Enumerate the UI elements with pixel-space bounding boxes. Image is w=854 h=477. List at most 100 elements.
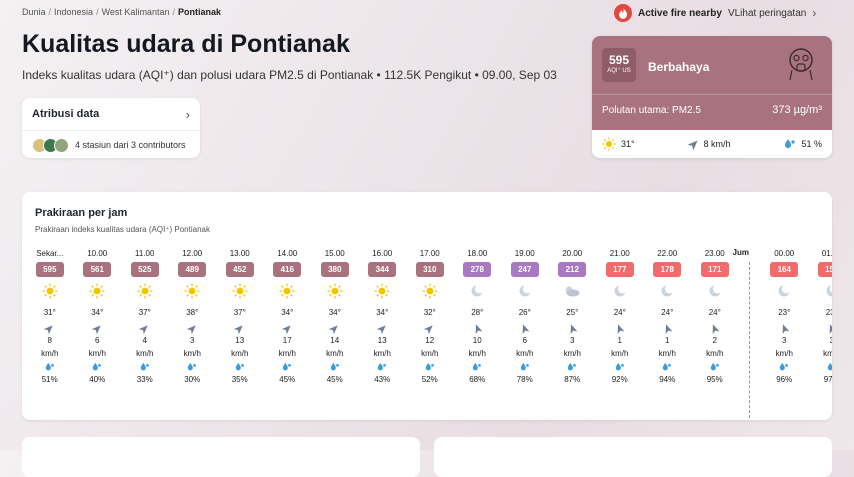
hour-humidity: 43% [374,375,391,384]
hour-column: 19.00 247 26° 6 km/h 78% [501,248,549,387]
wind-arrow-icon [329,321,339,335]
hourly-forecast-card: Prakiraan per jam Prakiraan indeks kuali… [22,192,832,420]
wind-arrow-icon [780,321,790,335]
hour-column: 18.00 278 28° 10 km/h 68% [454,248,502,387]
hour-column: 20.00 212 25° 3 km/h 87% [549,248,597,387]
hour-time: 18.00 [467,249,488,258]
hour-column: Sekar... 595 31° 8 km/h 51% [26,248,74,387]
aqi-badge: 247 [510,262,539,277]
cloud-moon-icon [563,277,581,305]
hour-temperature: 31° [43,308,56,317]
fire-alert[interactable]: Active fire nearby VLihat peringatan › [614,4,816,22]
hour-wind-unit: km/h [183,349,201,358]
humidity-drop-icon [615,361,625,373]
hour-column: 11.00 525 37° 4 km/h 33% [121,248,169,387]
hour-wind-unit: km/h [563,349,581,358]
hour-temperature: 24° [708,308,721,317]
fire-icon [614,4,632,22]
hour-time: 17.00 [419,249,440,258]
hour-temperature: 37° [138,308,151,317]
hour-wind-speed: 4 [142,336,147,345]
day-divider: Jum [733,248,761,418]
forecast-subtitle: Prakiraan indeks kualitas udara (AQI⁺) P… [35,225,210,234]
fire-alert-link[interactable]: VLihat peringatan [727,7,807,19]
breadcrumb-province[interactable]: West Kalimantan [101,7,170,17]
wind-arrow-icon [663,321,673,335]
hour-wind-unit: km/h [326,349,344,358]
aqi-divider [592,94,832,95]
hour-column: 10.00 561 34° 6 km/h 40% [74,248,122,387]
humidity-drop-icon [827,361,832,373]
weather-wind: 8 km/h [687,139,731,151]
hour-wind-unit: km/h [41,349,59,358]
humidity-drop-icon [425,361,435,373]
aqi-badge: 561 [83,262,112,277]
page-subtitle: Indeks kualitas udara (AQI⁺) dan polusi … [22,68,557,82]
hour-humidity: 92% [611,375,628,384]
hour-temperature: 38° [186,308,199,317]
fire-alert-label: Active fire nearby [638,7,722,19]
humidity-drop-icon [45,361,55,373]
bottom-card-left [22,437,420,477]
breadcrumb-separator: / [96,7,99,17]
hour-humidity: 45% [279,375,296,384]
hour-wind-unit: km/h [231,349,249,358]
hour-humidity: 30% [184,375,201,384]
hour-wind-speed: 3 [190,336,195,345]
gas-mask-icon [789,48,813,81]
forecast-row: Sekar... 595 31° 8 km/h 51% 10.00 561 34° 6 km/h 40… [26,248,832,418]
hour-wind-speed: 13 [377,336,387,345]
hour-wind-unit: km/h [823,349,832,358]
sun-icon [374,277,390,305]
wind-arrow-icon [568,321,578,335]
aqi-value-box: 595 AQI⁺ US [602,48,636,82]
moon-icon [825,277,832,305]
humidity-drop-icon [779,361,789,373]
hour-wind-speed: 6 [522,336,527,345]
hour-wind-speed: 3 [829,336,832,345]
attribution-header[interactable]: Atribusi data › [22,98,200,131]
hour-column: 21.00 177 24° 1 km/h 92% [596,248,644,387]
hour-wind-speed: 17 [282,336,292,345]
breadcrumb-city: Pontianak [177,7,221,17]
hour-time: 21.00 [609,249,630,258]
hour-wind-speed: 3 [782,336,787,345]
aqi-badge: 452 [225,262,254,277]
hour-humidity: 33% [136,375,153,384]
hour-temperature: 34° [281,308,294,317]
wind-arrow-icon [281,321,292,335]
breadcrumb-world[interactable]: Dunia [22,7,46,17]
hour-temperature: 24° [661,308,674,317]
bottom-card-right [434,437,832,477]
hour-temperature: 23° [825,308,832,317]
attribution-card[interactable]: Atribusi data › 4 stasiun dari 3 contrib… [22,98,200,158]
attribution-stations: 4 stasiun dari 3 contributors [75,140,186,150]
hour-humidity: 95% [706,375,723,384]
hour-temperature: 32° [423,308,436,317]
page-title: Kualitas udara di Pontianak [22,30,350,58]
sun-icon [602,137,616,151]
hour-temperature: 24° [613,308,626,317]
sun-icon [42,277,58,305]
hour-temperature: 34° [91,308,104,317]
hour-humidity: 78% [516,375,533,384]
breadcrumb-country[interactable]: Indonesia [54,7,94,17]
hour-humidity: 40% [89,375,106,384]
hour-temperature: 37° [233,308,246,317]
aqi-level: Berbahaya [648,60,710,74]
hour-column: 00.00 164 23° 3 km/h 96% [761,248,809,387]
hour-column: 16.00 344 34° 13 km/h 43% [359,248,407,387]
humidity-drop-icon [472,361,482,373]
sun-icon [184,277,200,305]
wind-arrow-icon [473,321,483,335]
wind-arrow-icon [710,321,720,335]
humidity-drop-icon [710,361,720,373]
sun-icon [327,277,343,305]
hour-time: 19.00 [514,249,535,258]
breadcrumb: Dunia / Indonesia / West Kalimantan / Po… [22,7,221,17]
hour-wind-unit: km/h [373,349,391,358]
hour-wind-speed: 1 [617,336,622,345]
hour-wind-unit: km/h [421,349,439,358]
wind-arrow-icon [186,321,197,335]
humidity-drop-icon [662,361,672,373]
